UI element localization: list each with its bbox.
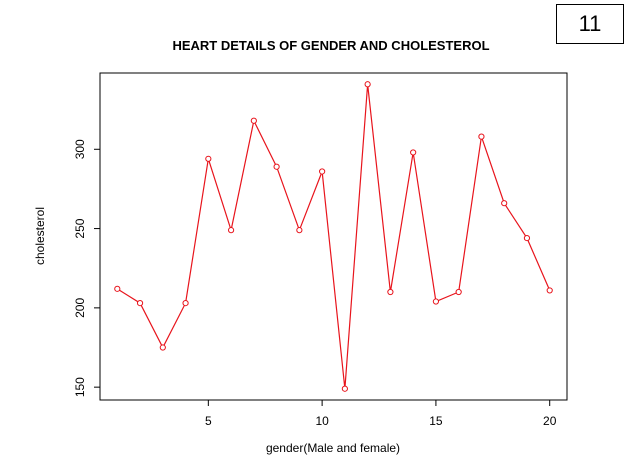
y-tick-label: 300 bbox=[73, 139, 87, 159]
data-point bbox=[341, 385, 348, 392]
y-axis: 150 200 250 300 bbox=[73, 139, 100, 397]
data-point bbox=[227, 227, 235, 234]
data-point bbox=[478, 133, 485, 140]
data-point bbox=[319, 168, 326, 175]
data-point bbox=[136, 300, 144, 307]
data-point bbox=[182, 300, 189, 307]
data-point bbox=[273, 163, 280, 170]
data-point bbox=[364, 81, 371, 88]
x-tick-label: 10 bbox=[315, 414, 329, 428]
data-point bbox=[205, 155, 212, 162]
x-tick-label: 15 bbox=[429, 414, 443, 428]
data-point bbox=[501, 200, 508, 207]
data-points bbox=[114, 81, 553, 392]
series-line bbox=[116, 84, 551, 389]
data-point bbox=[432, 298, 440, 305]
plot-frame bbox=[99, 72, 568, 401]
data-point bbox=[159, 344, 166, 351]
data-point bbox=[523, 234, 531, 242]
data-point bbox=[250, 117, 257, 124]
y-tick-label: 250 bbox=[73, 218, 87, 238]
data-point bbox=[387, 288, 394, 296]
data-point bbox=[546, 287, 553, 294]
data-point bbox=[296, 227, 303, 234]
x-tick-label: 20 bbox=[543, 414, 557, 428]
figure-number-badge: 11 bbox=[556, 4, 624, 44]
x-axis-label: gender(Male and female) bbox=[266, 441, 400, 455]
x-axis: 5 10 15 20 bbox=[205, 400, 557, 428]
chart-title: HEART DETAILS OF GENDER AND CHOLESTEROL bbox=[172, 38, 489, 53]
data-point bbox=[455, 288, 462, 296]
y-axis-label: cholesterol bbox=[33, 207, 47, 265]
y-tick-label: 150 bbox=[73, 377, 87, 397]
x-tick-label: 5 bbox=[205, 414, 212, 428]
y-tick-label: 200 bbox=[73, 298, 87, 318]
data-point bbox=[410, 149, 417, 156]
data-point bbox=[114, 285, 121, 292]
